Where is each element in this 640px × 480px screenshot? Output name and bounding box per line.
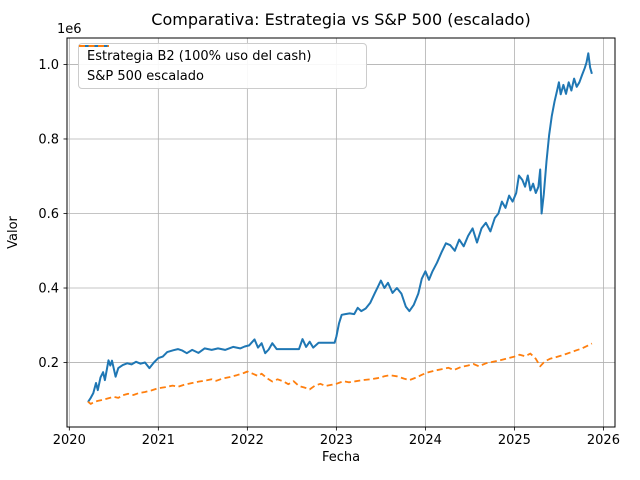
y-tick-label: 0.4	[38, 282, 59, 297]
legend-item-estrategia: Estrategia B2 (100% uso del cash)	[79, 45, 358, 67]
dashed-line-sample-icon	[79, 45, 109, 47]
y-tick-label: 0.2	[38, 356, 59, 371]
y-axis-offset-label: 1e6	[57, 22, 82, 37]
x-tick-label: 2022	[231, 433, 264, 448]
y-tick-label: 0.6	[38, 207, 59, 222]
chart-title: Comparativa: Estrategia vs S&P 500 (esca…	[151, 10, 530, 29]
x-axis-label: Fecha	[322, 450, 360, 465]
series-line-estrategia	[87, 52, 593, 403]
series-line-sp500	[87, 342, 593, 405]
y-tick-label: 1.0	[38, 58, 59, 73]
chart-legend: Estrategia B2 (100% uso del cash) S&P 50…	[78, 43, 367, 89]
legend-item-sp500: S&P 500 escalado	[79, 45, 358, 87]
x-tick-label: 2020	[53, 433, 86, 448]
x-tick-label: 2021	[142, 433, 175, 448]
x-tick-label: 2026	[587, 433, 620, 448]
legend-label-sp500: S&P 500 escalado	[87, 69, 204, 84]
y-tick-label: 0.8	[38, 132, 59, 147]
axes-spines	[66, 37, 616, 428]
y-axis-label: Valor	[6, 215, 21, 248]
legend-label-estrategia: Estrategia B2 (100% uso del cash)	[87, 49, 312, 64]
x-tick-label: 2025	[498, 433, 531, 448]
data-series-layer	[87, 52, 593, 405]
x-tick-label: 2023	[320, 433, 353, 448]
axes-ticks-and-labels: 2020 2021 2022 2023 2024 2025 2026 0.2 0.4 0.6 0.8…	[38, 58, 620, 448]
x-tick-label: 2024	[409, 433, 442, 448]
